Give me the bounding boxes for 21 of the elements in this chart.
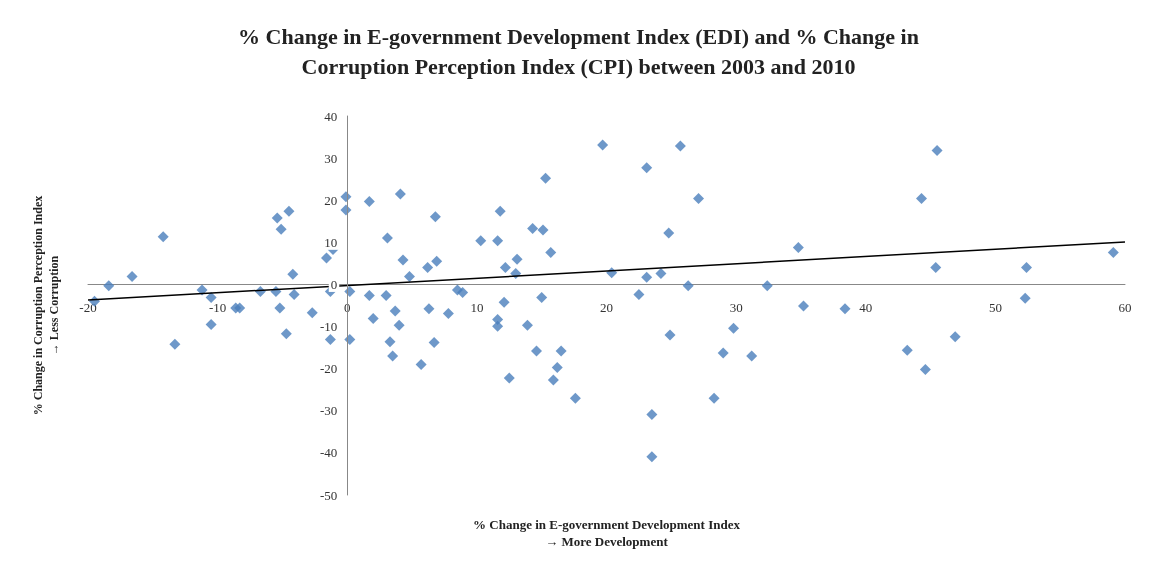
x-tick-label: -20 [79, 300, 97, 316]
x-tick-label: 20 [600, 300, 613, 316]
x-axis-title: % Change in E-government Development Index → More Development [473, 517, 741, 550]
y-tick-label: 30 [324, 150, 338, 166]
chart-title: % Change in E-government Development Index (EDI) and % Change in Corruption Perception Index (CPI) between 2003 and 2010 [238, 23, 919, 79]
y-tick-label: 20 [324, 192, 338, 208]
x-tick-label: 40 [859, 300, 873, 316]
y-axis-title: % Change in Corruption Perception Index → Less Corruption [31, 195, 62, 416]
y-tick-label: 10 [324, 234, 338, 250]
y-tick-label: 0 [330, 276, 338, 292]
y-tick-label: 40 [324, 108, 338, 124]
x-tick-label: 10 [470, 300, 484, 316]
x-tick-label: 50 [988, 300, 1002, 316]
x-tick-label: -10 [208, 300, 227, 316]
x-tick-label: 60 [1118, 300, 1132, 316]
y-tick-label: -50 [319, 487, 338, 503]
x-tick-label: 30 [729, 300, 743, 316]
y-tick-label: -10 [319, 319, 338, 335]
y-tick-label: -30 [319, 403, 338, 419]
y-tick-label: -20 [319, 361, 338, 377]
y-tick-label: -40 [319, 445, 338, 461]
